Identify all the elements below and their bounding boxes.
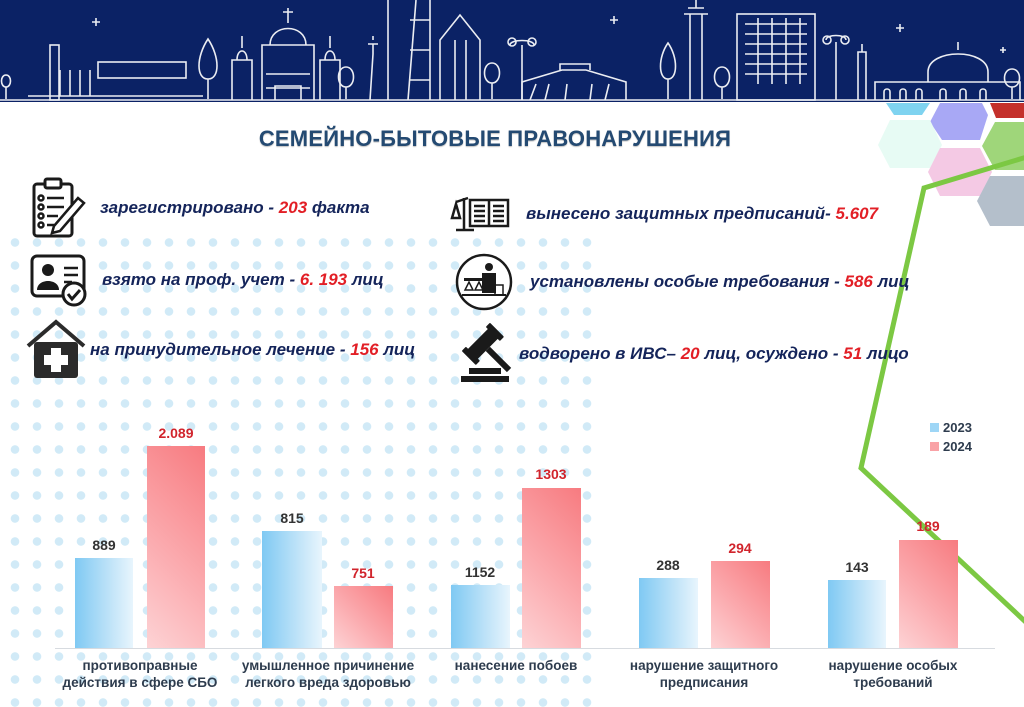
stat-unit: лицо: [862, 344, 909, 363]
stat-text: установлены особые требования - 586 лиц: [530, 272, 910, 292]
category-label: противоправные действия в сфере СБО: [45, 657, 235, 691]
stat-text: зарегистрировано - 203 факта: [100, 198, 370, 218]
category-label-line: предписания: [659, 675, 749, 690]
bar-2024-light-harm: [334, 586, 393, 648]
bar-value-label: 815: [280, 510, 304, 526]
hexagon-red: [990, 103, 1024, 118]
bar-value-label: 751: [351, 565, 375, 581]
stat-detention-convicted: водворено в ИВС– 20 лиц, осуждено - 51 л…: [455, 322, 909, 386]
category-label-line: легкого вреда здоровью: [245, 675, 411, 690]
scales-law-book-icon: [450, 182, 514, 246]
bar-value-label: 889: [92, 537, 116, 553]
bar-value-label: 1303: [535, 466, 567, 482]
stat-label: лиц, осуждено -: [699, 344, 844, 363]
category-label-line: нанесение побоев: [454, 658, 578, 673]
hexagon-gray: [977, 176, 1024, 226]
stat-registered: зарегистрировано - 203 факта: [26, 176, 370, 240]
stat-value: 203: [278, 198, 308, 217]
chart-legend: 2023 2024: [930, 418, 972, 456]
bar-value-label: 1152: [464, 564, 496, 580]
category-label-line: нарушение особых: [828, 658, 958, 673]
stat-text: взято на проф. учет - 6. 193 лиц: [102, 270, 384, 290]
category-label-line: нарушение защитного: [629, 658, 779, 673]
category-label: нарушение защитного предписания: [609, 657, 799, 691]
stat-label: установлены особые требования -: [530, 272, 845, 291]
stat-protective-orders: вынесено защитных предписаний- 5.607: [450, 182, 878, 246]
gavel-icon: [455, 322, 519, 386]
bar-value-label: 294: [728, 540, 752, 556]
bar-value-label: 189: [916, 518, 940, 534]
legend-item-2023: 2023: [930, 418, 972, 437]
hexagon-cyan: [886, 103, 930, 115]
stat-value: 51: [843, 344, 863, 363]
bar-2024-protective-order: [711, 561, 770, 648]
bar-2024-sbo: [147, 446, 205, 648]
header-banner-skyline: [0, 0, 1024, 102]
legend-swatch-2024: [930, 442, 939, 451]
house-medical-cross-icon: [24, 318, 88, 382]
bar-2023-special-requirements: [828, 580, 886, 648]
id-card-check-icon: [26, 248, 90, 312]
bar-value-label: 2.089: [158, 425, 194, 441]
stat-value: 5.607: [835, 204, 879, 223]
bar-value-label: 143: [845, 559, 869, 575]
stat-special-requirements: установлены особые требования - 586 лиц: [452, 250, 910, 314]
category-label-line: требований: [853, 675, 933, 690]
judge-scales-circle-icon: [452, 250, 516, 314]
category-label: умышленное причинение легкого вреда здор…: [233, 657, 423, 691]
bar-2024-special-requirements: [899, 540, 958, 648]
legend-item-2024: 2024: [930, 437, 972, 456]
legend-label: 2024: [943, 439, 972, 454]
page-title: СЕМЕЙНО-БЫТОВЫЕ ПРАВОНАРУШЕНИЯ: [258, 126, 732, 151]
category-label-line: умышленное причинение: [241, 658, 415, 673]
hexagon-mint: [878, 120, 942, 168]
bar-2023-battery: [451, 585, 510, 648]
stat-prof-registration: взято на проф. учет - 6. 193 лиц: [26, 248, 384, 312]
stat-unit: лиц: [347, 270, 384, 289]
clipboard-checklist-icon: [26, 176, 90, 240]
category-label: нарушение особых требований: [798, 657, 988, 691]
bar-value-label: 288: [656, 557, 680, 573]
stat-text: на принудительное лечение - 156 лиц: [90, 340, 415, 360]
stat-text: вынесено защитных предписаний- 5.607: [526, 204, 878, 224]
x-axis-line: [55, 648, 995, 649]
hexagon-green: [982, 122, 1024, 170]
bar-2024-battery: [522, 488, 581, 648]
category-label-line: действия в сфере СБО: [62, 675, 218, 690]
legend-swatch-2023: [930, 423, 939, 432]
category-label: нанесение побоев: [421, 657, 611, 674]
category-label-line: противоправные: [82, 658, 198, 673]
stat-label: водворено в ИВС–: [519, 344, 681, 363]
stat-forced-treatment: на принудительное лечение - 156 лиц: [24, 318, 415, 382]
stat-unit: факта: [307, 198, 370, 217]
stat-value: 20: [680, 344, 700, 363]
stat-value: 156: [350, 340, 379, 359]
stat-value: 6. 193: [299, 270, 348, 289]
bar-2023-protective-order: [639, 578, 698, 648]
stat-unit: лиц: [378, 340, 416, 359]
city-skyline-illustration: [0, 0, 1024, 101]
stat-value: 586: [844, 272, 873, 291]
stat-label: взято на проф. учет -: [102, 270, 300, 289]
stat-label: вынесено защитных предписаний-: [526, 204, 836, 223]
hexagon-lavender: [930, 103, 988, 140]
bar-2023-light-harm: [262, 531, 322, 648]
bar-2023-sbo: [75, 558, 133, 648]
stat-text: водворено в ИВС– 20 лиц, осуждено - 51 л…: [519, 344, 909, 364]
legend-label: 2023: [943, 420, 972, 435]
stat-unit: лиц: [872, 272, 910, 291]
stat-label: на принудительное лечение -: [90, 340, 351, 359]
stat-label: зарегистрировано -: [100, 198, 279, 217]
